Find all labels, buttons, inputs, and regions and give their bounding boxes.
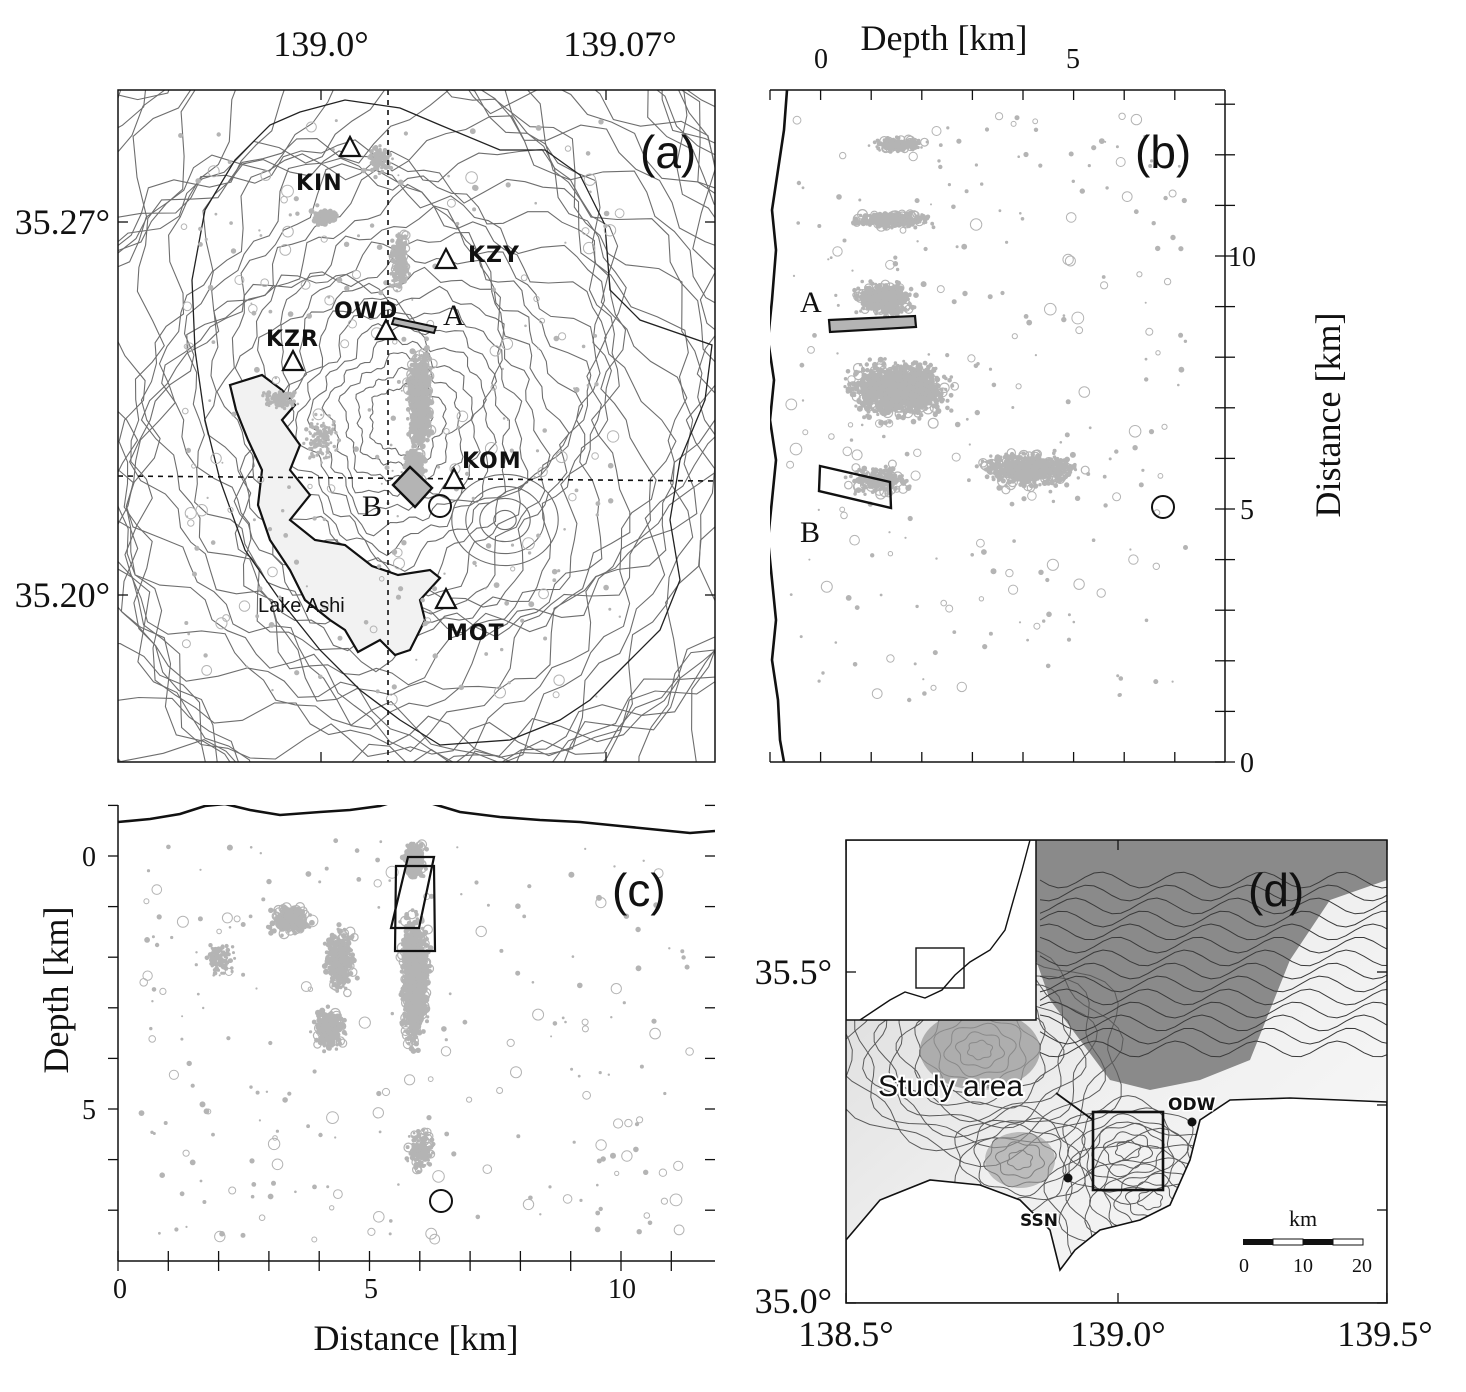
station-odw-dot [1187, 1117, 1197, 1127]
fault-label-a: A [443, 299, 465, 332]
lon-tick-139-0: 139.0° [273, 24, 368, 64]
panel-a-ticks [118, 90, 715, 762]
station-mot-label: MOT [446, 621, 505, 646]
station-mot-triangle [434, 586, 458, 610]
panel-c-label: (c) [612, 864, 666, 916]
lon-tick-138-5: 138.5° [798, 1314, 893, 1354]
panel-d-map: Study area ODW SSN km 0 10 20 (d) 35.5° … [755, 839, 1433, 1354]
depth-tick-0: 0 [814, 44, 828, 75]
station-ssn-dot [1063, 1173, 1073, 1183]
panel-d-ticks [845, 840, 1388, 1304]
lake-label: Lake Ashi [258, 595, 345, 617]
seismicity-dots [178, 119, 625, 706]
distance-tick-0: 0 [1240, 748, 1254, 779]
lat-tick-35-27: 35.27° [15, 202, 110, 242]
scale-tick-0: 0 [1239, 1255, 1249, 1277]
panel-b-ticks [769, 90, 1235, 763]
inset-coastline [859, 840, 1031, 1021]
panel-b-right-axis-title: Distance [km] [1308, 313, 1348, 518]
pressure-source-circle [429, 1189, 453, 1213]
lon-tick-139-07: 139.07° [563, 24, 676, 64]
lat-tick-35-20: 35.20° [15, 575, 110, 615]
distance-tick-10: 10 [608, 1274, 636, 1305]
seismicity-dots [785, 112, 1188, 703]
study-area-label: Study area [878, 1070, 1023, 1103]
panel-a-frame [117, 89, 716, 763]
mt-fuji-relief [920, 1010, 1040, 1090]
lon-tick-139-5: 139.5° [1337, 1314, 1432, 1354]
sea-area [846, 1097, 1387, 1303]
study-area-box [1091, 1110, 1165, 1192]
fault-b-diamond [391, 465, 434, 509]
scale-bar: km 0 10 20 [1239, 1206, 1372, 1277]
fault-label-a: A [800, 286, 822, 319]
station-kzy-label: KZY [468, 243, 520, 268]
station-owd-triangle [374, 317, 398, 341]
panel-c-section: 0 5 10 Distance [km] 0 5 Depth [km] (c) [36, 804, 715, 1358]
fault-b-plane [817, 464, 893, 510]
fault-a-plane [827, 314, 918, 334]
fault-plane-inner [389, 855, 436, 930]
station-kom-label: KOM [462, 449, 522, 474]
station-kin-label: KIN [296, 171, 343, 196]
station-kzr-label: KZR [266, 327, 319, 352]
panel-a-label: (a) [640, 126, 696, 178]
depth-tick-0: 0 [82, 842, 96, 873]
pressure-source-circle [428, 494, 452, 518]
mountains-north [1036, 840, 1387, 1090]
panel-d-frame [845, 839, 1388, 1304]
lat-tick-35-0: 35.0° [755, 1281, 832, 1321]
topography-profile [770, 90, 789, 762]
panel-b-top-axis-title: Depth [km] [861, 18, 1028, 58]
pressure-source-circle [1151, 495, 1175, 519]
station-kom-triangle [442, 466, 466, 490]
station-kin-triangle [338, 134, 362, 158]
scale-tick-20: 20 [1352, 1255, 1372, 1277]
distance-tick-5: 5 [1240, 495, 1254, 526]
station-kzy-triangle [434, 246, 458, 270]
scale-tick-10: 10 [1293, 1255, 1313, 1277]
topography-profile [118, 805, 715, 835]
fault-a-rect [390, 316, 438, 335]
fault-label-b: B [362, 490, 382, 523]
depth-tick-5: 5 [82, 1095, 96, 1126]
lat-tick-35-5: 35.5° [755, 952, 832, 992]
seismicity-dots [138, 838, 694, 1245]
inset-locator-map [846, 840, 1037, 1021]
panel-d-label: (d) [1248, 864, 1304, 916]
panel-c-y-axis-title: Depth [km] [36, 907, 76, 1074]
station-owd-label: OWD [334, 299, 398, 324]
distance-tick-0: 0 [113, 1274, 127, 1305]
fault-plane-outer [393, 864, 437, 953]
fault-label-b: B [800, 516, 820, 549]
panel-c-x-axis-title: Distance [km] [314, 1318, 519, 1358]
scale-title: km [1289, 1206, 1317, 1231]
station-odw-label: ODW [1168, 1095, 1216, 1115]
distance-tick-5: 5 [364, 1274, 378, 1305]
distance-tick-10: 10 [1228, 242, 1256, 273]
panel-c-ticks [108, 804, 715, 1271]
lon-tick-139-0: 139.0° [1070, 1314, 1165, 1354]
panel-b-section: A B Depth [km] 0 5 10 5 0 Distance [km] … [769, 18, 1348, 779]
station-ssn-label: SSN [1020, 1211, 1058, 1231]
panel-b-label: (b) [1135, 126, 1191, 178]
station-kzr-triangle [281, 348, 305, 372]
study-area-leader [1055, 1092, 1094, 1121]
inset-study-box [915, 947, 965, 989]
volcano-relief [985, 1132, 1055, 1188]
caldera-rim [191, 99, 713, 746]
depth-tick-5: 5 [1066, 44, 1080, 75]
